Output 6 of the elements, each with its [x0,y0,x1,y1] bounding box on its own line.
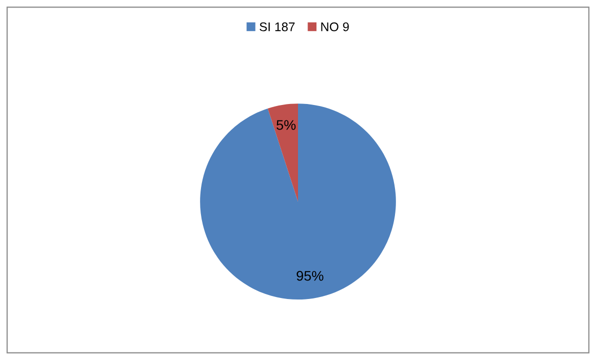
pie-slice [268,104,298,202]
legend-label: SI 187 [260,22,295,32]
legend-label: NO 9 [321,22,349,32]
pie-slice [200,104,396,300]
data-label: 5% [276,120,296,130]
data-label: 95% [296,270,324,281]
